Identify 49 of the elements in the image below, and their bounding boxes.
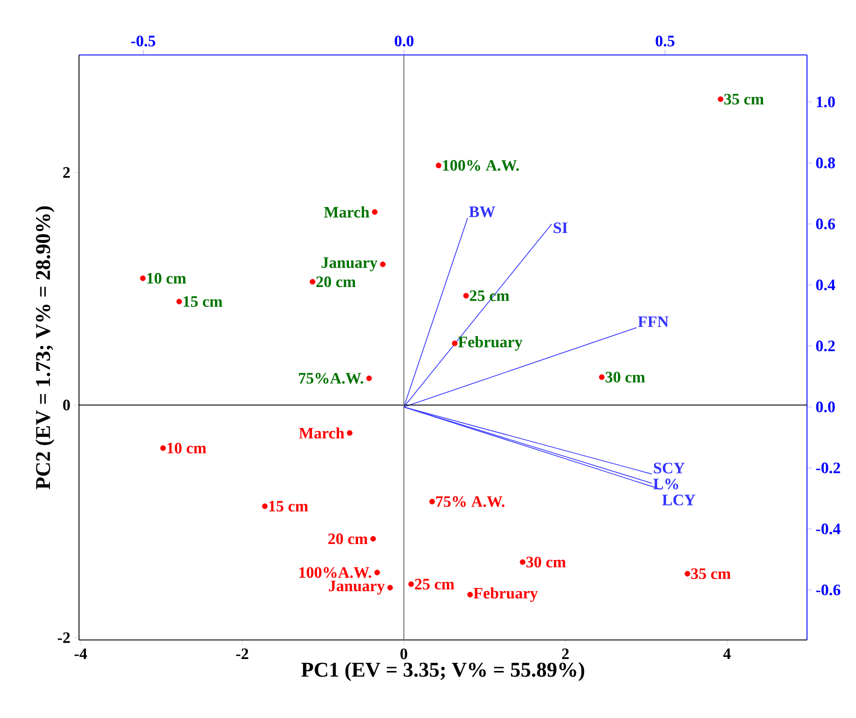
annotation: 30 cm [606, 372, 645, 383]
annotation: February [474, 587, 538, 602]
annotation: 100% A.W. [443, 160, 519, 171]
annotation: January [328, 580, 385, 595]
annotation: February [458, 336, 522, 351]
annotation: 75% A.W. [436, 496, 504, 507]
series-label: BW [469, 206, 496, 218]
y-tick-label: 0 [63, 400, 70, 410]
annotation: 30 cm [526, 556, 566, 568]
series-label: FFN [638, 316, 669, 327]
annotation: 15 cm [184, 296, 222, 307]
x2-tick-label: 0.0 [394, 36, 414, 46]
annotation: 100%A.W. [299, 567, 372, 578]
annotation: March [299, 427, 344, 439]
y2-tick-label: 0.4 [816, 280, 836, 290]
y2-tick-label: 0.2 [816, 340, 835, 352]
annotation: March [324, 206, 370, 218]
annotation: 20 cm [316, 276, 356, 288]
annotation: 25 cm [414, 578, 454, 590]
x-tick-label: 2 [562, 648, 569, 660]
series-label: SCY [654, 462, 685, 474]
annotation: 10 cm [168, 442, 206, 454]
series-label: L% [653, 478, 678, 490]
x-tick-label: 4 [723, 648, 731, 659]
x2-tick-label: 0.5 [656, 36, 674, 46]
annotation: 75%A.W. [298, 372, 364, 384]
y2-tick-label: 0.8 [816, 158, 835, 168]
x-tick-label: -4 [74, 648, 87, 659]
y2-tick-label: 0.0 [816, 402, 835, 412]
y2-tick-label: -0.4 [816, 524, 840, 534]
series-label: SI [554, 222, 568, 234]
x-tick-label: 0 [400, 648, 408, 660]
annotation: 15 cm [269, 500, 308, 512]
y-tick-label: -2 [58, 632, 70, 643]
y2-tick-label: 1.0 [816, 96, 835, 108]
series-label: LCY [662, 494, 696, 506]
annotation: 20 cm [328, 533, 368, 544]
annotation: January [322, 257, 378, 272]
annotation: 10 cm [147, 272, 186, 284]
annotation: 35 cm [691, 568, 731, 580]
y2-tick-label: 0.6 [816, 218, 835, 230]
y-tick-label: 2 [63, 167, 70, 178]
x2-tick-label: -0.5 [131, 36, 156, 46]
annotation: 35 cm [724, 94, 764, 105]
y2-tick-label: -0.6 [816, 584, 840, 596]
y2-tick-label: -0.2 [816, 462, 840, 474]
x-axis-title: PC1 (EV = 3.35; V% = 55.89%) [301, 662, 584, 682]
x-tick-label: -2 [236, 648, 248, 660]
y-axis-title: PC2 (EV = 1.73; V% = 28.90%) [35, 206, 54, 490]
